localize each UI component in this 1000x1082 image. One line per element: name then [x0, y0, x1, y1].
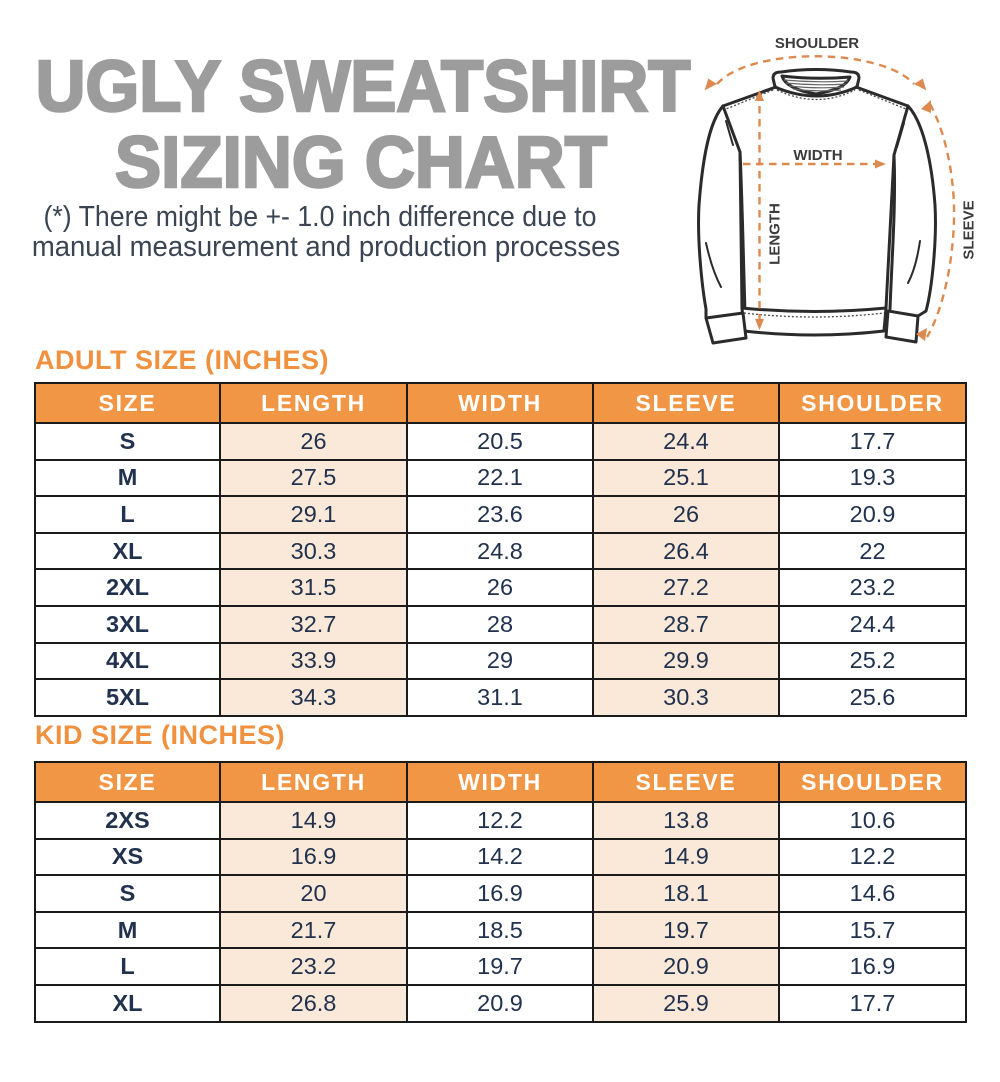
- svg-text:LENGTH: LENGTH: [767, 203, 784, 265]
- svg-text:SLEEVE: SLEEVE: [961, 200, 978, 259]
- svg-text:WIDTH: WIDTH: [793, 147, 842, 164]
- svg-text:SHOULDER: SHOULDER: [775, 35, 859, 52]
